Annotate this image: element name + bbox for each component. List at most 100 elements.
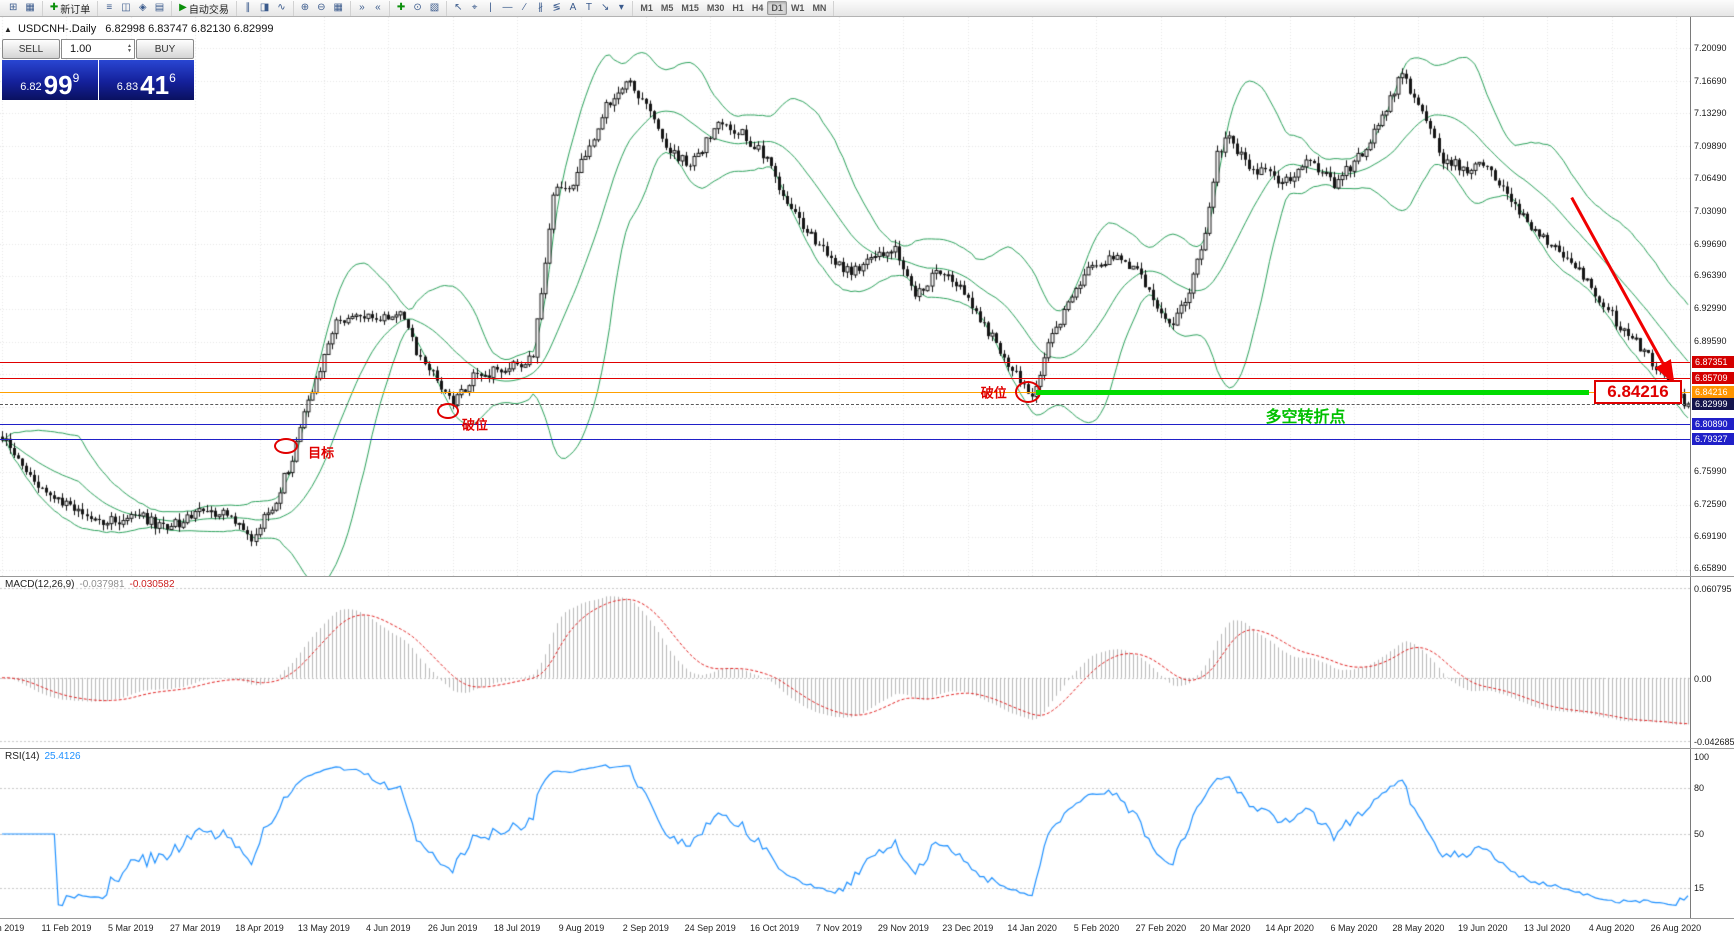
level-line-6.79327[interactable] — [0, 439, 1690, 440]
market-watch-icon[interactable]: ≡ — [101, 1, 117, 15]
chart-shift-icon[interactable]: « — [370, 1, 386, 15]
price-axis-label: 6.99690 — [1694, 238, 1727, 249]
auto-scroll-icon[interactable]: » — [354, 1, 370, 15]
level-line-6.82999[interactable] — [0, 404, 1690, 405]
tf-d1-button[interactable]: D1 — [767, 1, 787, 15]
chart-profiles-icon[interactable]: ▦ — [21, 1, 38, 15]
horizontal-line-glyph: — — [502, 2, 513, 13]
sell-button[interactable]: SELL — [2, 39, 60, 59]
tf-m15-button[interactable]: M15 — [677, 1, 703, 15]
shapes-glyph: ▾ — [618, 2, 624, 13]
tf-h1-button[interactable]: H1 — [728, 1, 748, 15]
text-icon[interactable]: A — [565, 1, 581, 15]
date-axis-label: 4 Aug 2020 — [1588, 923, 1635, 933]
price-axis[interactable]: 7.20090 7.16690 7.13290 7.09890 7.06490 7.030… — [1690, 17, 1734, 576]
volume-stepper[interactable]: ▲ ▼ — [127, 44, 132, 54]
bar-chart-glyph: ∥ — [245, 2, 251, 13]
price-level-badge: 6.87351 — [1692, 356, 1734, 369]
horizontal-line-icon[interactable]: — — [499, 1, 517, 15]
new-chart-icon[interactable]: ⊞ — [5, 1, 21, 15]
shapes-icon[interactable]: ▾ — [613, 1, 629, 15]
date-axis-label: 14 Jan 2020 — [1007, 923, 1057, 933]
one-click-toggle-icon[interactable]: ▲ — [4, 25, 12, 34]
date-axis-label: 9 Aug 2019 — [558, 923, 605, 933]
channel-icon[interactable]: ∦ — [533, 1, 549, 15]
autotrading-icon[interactable]: ▶ 自动交易 — [175, 1, 233, 16]
annotation-text-3[interactable]: 目标 — [308, 445, 335, 461]
date-axis-label: 19 Jun 2020 — [1457, 923, 1508, 933]
price-axis-label: 6.65890 — [1694, 563, 1727, 574]
price-callout-box[interactable]: 6.84216 — [1594, 380, 1682, 405]
annotation-text-4[interactable]: 多空转折点 — [1265, 409, 1346, 427]
cursor-icon[interactable]: ↖ — [450, 1, 466, 15]
stepper-down-icon[interactable]: ▼ — [127, 48, 132, 54]
toolbar: ⊞ ▦ ✚ 新订单 ≡ ◫ ◈ ▤ ▶ 自动交易 ∥ ◨ ∿ ⊕ ⊖ ▦» «✚ ⊙ ▧ ↖ ⌖ | — ∕ ∦ ≶ A T ↘ ▾ M1 M… — [0, 0, 1734, 17]
macd-panel: MACD(12,26,9) -0.037981 -0.030582 0.060795… — [0, 576, 1734, 748]
breakout-circle-2[interactable] — [436, 403, 459, 420]
trendline-icon[interactable]: ∕ — [517, 1, 533, 15]
templates-icon[interactable]: ▧ — [426, 1, 443, 15]
tf-m5-label: M5 — [660, 3, 674, 13]
text-label-icon[interactable]: T — [581, 1, 597, 15]
vertical-line-icon[interactable]: | — [483, 1, 499, 15]
sell-price-big: 99 — [43, 70, 73, 100]
rsi-label: RSI(14) 25.4126 — [5, 751, 81, 762]
tf-w1-button[interactable]: W1 — [787, 1, 809, 15]
date-axis-label: 6 May 2020 — [1330, 923, 1378, 933]
tf-mn-button[interactable]: MN — [808, 1, 830, 15]
breakout-circle-3[interactable] — [273, 438, 298, 455]
terminal-icon[interactable]: ▤ — [151, 1, 168, 15]
rsi-axis-label: 15 — [1694, 883, 1705, 894]
support-green-line[interactable] — [1035, 390, 1589, 396]
symbol-ohlc: 6.82998 6.83747 6.82130 6.82999 — [105, 23, 274, 35]
text-glyph: A — [569, 2, 577, 13]
date-axis-label: 20 Mar 2020 — [1199, 923, 1251, 933]
zoom-out-icon[interactable]: ⊖ — [313, 1, 329, 15]
date-axis-label: 11 Feb 2019 — [41, 923, 92, 933]
indicators-icon[interactable]: ✚ — [393, 1, 409, 15]
date-axis-label: 13 May 2019 — [297, 923, 350, 933]
line-chart-icon[interactable]: ∿ — [273, 1, 289, 15]
buy-price-big: 41 — [140, 70, 170, 100]
navigator-icon[interactable]: ◈ — [135, 1, 151, 15]
annotation-text-1[interactable]: 破位 — [980, 385, 1007, 401]
stepper-up-icon[interactable]: ▲ — [127, 43, 132, 49]
bar-chart-icon[interactable]: ∥ — [240, 1, 256, 15]
buy-price-tile[interactable]: 6.83 41 6 — [98, 60, 194, 100]
tf-m5-button[interactable]: M5 — [657, 1, 678, 15]
level-line-6.84216[interactable] — [0, 392, 1690, 393]
buy-button[interactable]: BUY — [136, 39, 194, 59]
data-window-icon[interactable]: ◫ — [117, 1, 134, 15]
tf-h4-button[interactable]: H4 — [748, 1, 768, 15]
tf-m30-label: M30 — [706, 3, 725, 13]
sell-price-tile[interactable]: 6.82 99 9 — [2, 60, 98, 100]
rsi-axis-label: 50 — [1694, 829, 1705, 839]
level-line-6.80890[interactable] — [0, 424, 1690, 425]
annotation-text-2[interactable]: 破位 — [461, 417, 488, 433]
level-line-6.85709[interactable] — [0, 378, 1690, 379]
terminal-glyph: ▤ — [154, 2, 165, 13]
arrows-icon[interactable]: ↘ — [597, 1, 613, 15]
macd-canvas[interactable] — [0, 577, 1690, 748]
date-axis-label: 8 Jan 2019 — [0, 923, 25, 933]
crosshair-icon[interactable]: ⌖ — [467, 1, 483, 15]
volume-field[interactable]: 1.00 ▲ ▼ — [61, 39, 135, 59]
date-axis-label: 28 May 2020 — [1392, 923, 1445, 933]
sell-price-head: 6.82 — [20, 81, 42, 93]
candlestick-chart-icon[interactable]: ◨ — [256, 1, 273, 15]
price-chart-canvas[interactable] — [0, 17, 1690, 576]
level-line-6.87351[interactable] — [0, 362, 1690, 363]
rsi-canvas[interactable] — [0, 749, 1690, 918]
date-axis[interactable]: 8 Jan 2019 11 Feb 2019 5 Mar 2019 27 Mar 20… — [0, 918, 1734, 940]
tf-m1-button[interactable]: M1 — [636, 1, 657, 15]
price-axis-label: 6.72590 — [1694, 498, 1727, 509]
date-axis-label: 27 Mar 2019 — [169, 923, 221, 933]
periods-icon[interactable]: ⊙ — [409, 1, 425, 15]
tf-m30-button[interactable]: M30 — [703, 1, 729, 15]
zoom-in-icon[interactable]: ⊕ — [297, 1, 313, 15]
price-axis-label: 7.16690 — [1694, 75, 1727, 86]
new-order-icon[interactable]: ✚ 新订单 — [46, 1, 94, 16]
chart-shift-glyph: « — [375, 2, 381, 13]
fibonacci-icon[interactable]: ≶ — [549, 1, 565, 15]
tile-windows-icon[interactable]: ▦ — [329, 1, 346, 15]
